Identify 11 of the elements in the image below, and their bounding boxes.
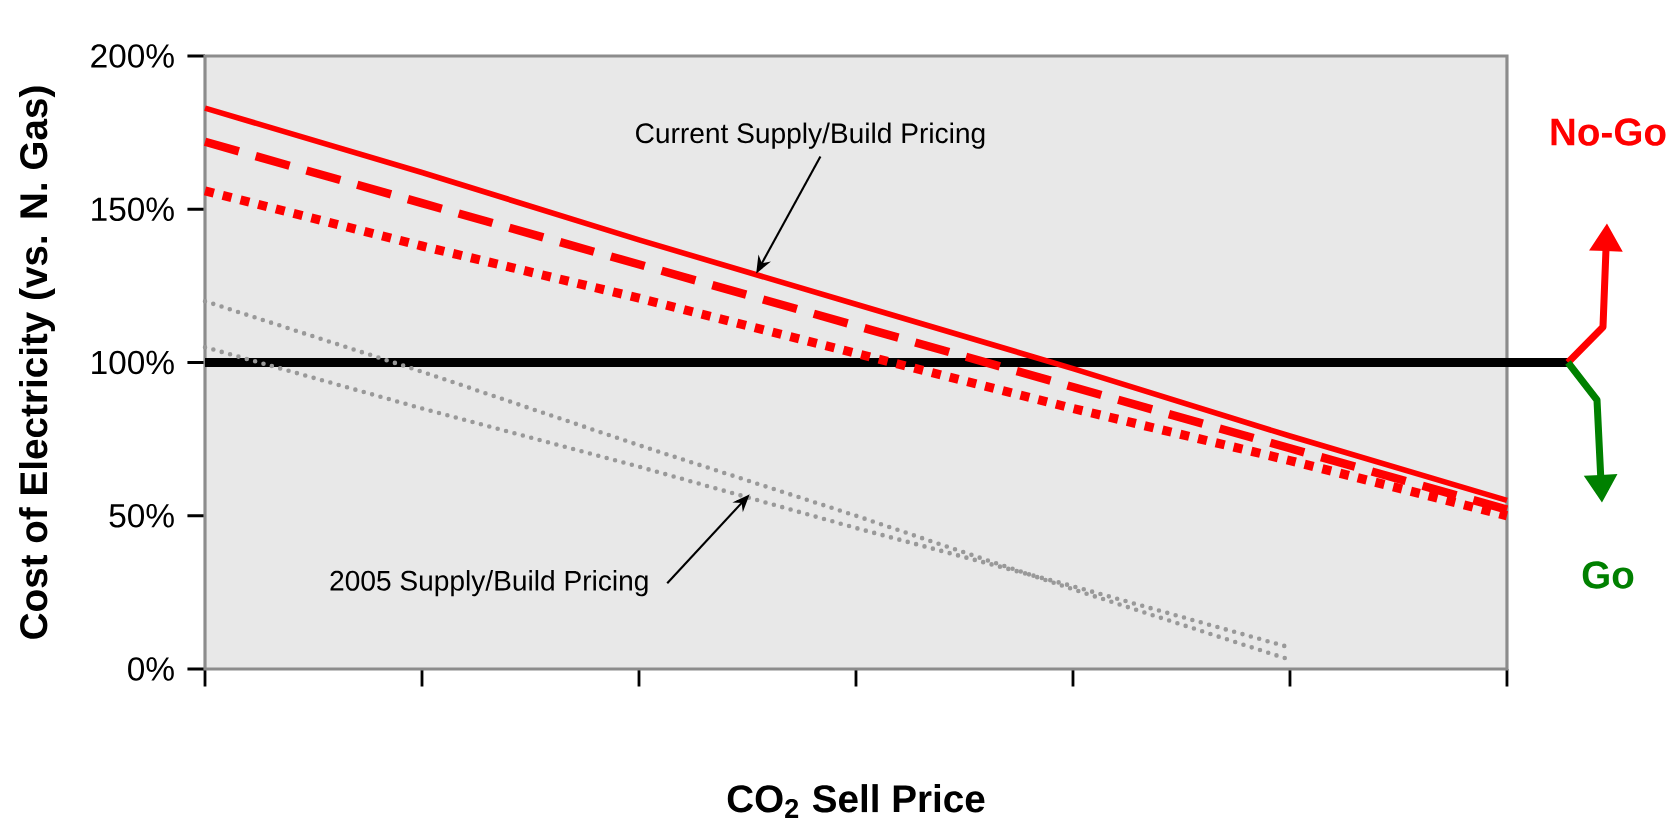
y-tick-label: 200% — [91, 44, 174, 68]
y-tick-label: 0% — [128, 657, 174, 681]
annotation: 2005 Supply/Build Pricing — [330, 570, 648, 597]
annotation: Current Supply/Build Pricing — [636, 122, 985, 149]
y-tick-label: 100% — [92, 350, 174, 375]
x-axis-title: CO$_{2}$ Sell Price — [727, 784, 985, 818]
y-tick-label: 50% — [109, 503, 174, 528]
text: No-Go — [1551, 118, 1666, 146]
y-tick-label: 150% — [92, 197, 174, 222]
y-axis-title: Cost of Electricity (vs. N. Gas) — [19, 86, 55, 639]
text: Go — [1582, 561, 1634, 589]
